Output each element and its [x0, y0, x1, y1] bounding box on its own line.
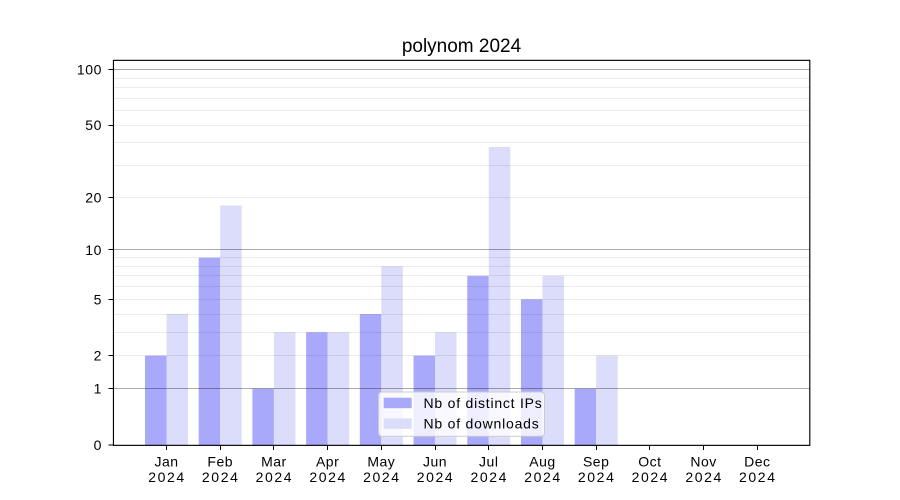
svg-text:5: 5: [94, 291, 102, 307]
svg-text:2024: 2024: [202, 469, 240, 485]
svg-text:100: 100: [77, 62, 102, 78]
svg-text:2024: 2024: [470, 469, 508, 485]
svg-text:10: 10: [85, 242, 102, 258]
svg-text:0: 0: [94, 437, 102, 453]
svg-text:Feb: Feb: [207, 453, 233, 469]
svg-text:May: May: [367, 453, 395, 469]
svg-text:2024: 2024: [578, 469, 616, 485]
svg-text:50: 50: [85, 117, 102, 133]
svg-text:Aug: Aug: [529, 453, 555, 469]
svg-text:Nb of downloads: Nb of downloads: [424, 416, 540, 432]
svg-text:2024: 2024: [739, 469, 777, 485]
svg-text:1: 1: [94, 381, 102, 397]
svg-text:Mar: Mar: [261, 453, 287, 469]
svg-text:Nb of distinct IPs: Nb of distinct IPs: [424, 395, 543, 411]
svg-text:Apr: Apr: [316, 453, 339, 469]
svg-text:Jan: Jan: [154, 453, 178, 469]
svg-text:2024: 2024: [309, 469, 347, 485]
svg-text:Jun: Jun: [423, 453, 447, 469]
svg-text:2024: 2024: [256, 469, 294, 485]
svg-text:2024: 2024: [524, 469, 562, 485]
svg-text:2024: 2024: [632, 469, 670, 485]
svg-text:Jul: Jul: [479, 453, 498, 469]
svg-text:2024: 2024: [417, 469, 455, 485]
svg-text:2024: 2024: [363, 469, 401, 485]
svg-text:polynom 2024: polynom 2024: [402, 36, 522, 57]
svg-text:Oct: Oct: [638, 453, 661, 469]
svg-text:Dec: Dec: [744, 453, 770, 469]
svg-text:Nov: Nov: [690, 453, 716, 469]
svg-text:Sep: Sep: [583, 453, 609, 469]
svg-text:2024: 2024: [148, 469, 186, 485]
svg-text:20: 20: [85, 189, 102, 205]
svg-text:2024: 2024: [685, 469, 723, 485]
svg-text:2: 2: [94, 348, 102, 364]
